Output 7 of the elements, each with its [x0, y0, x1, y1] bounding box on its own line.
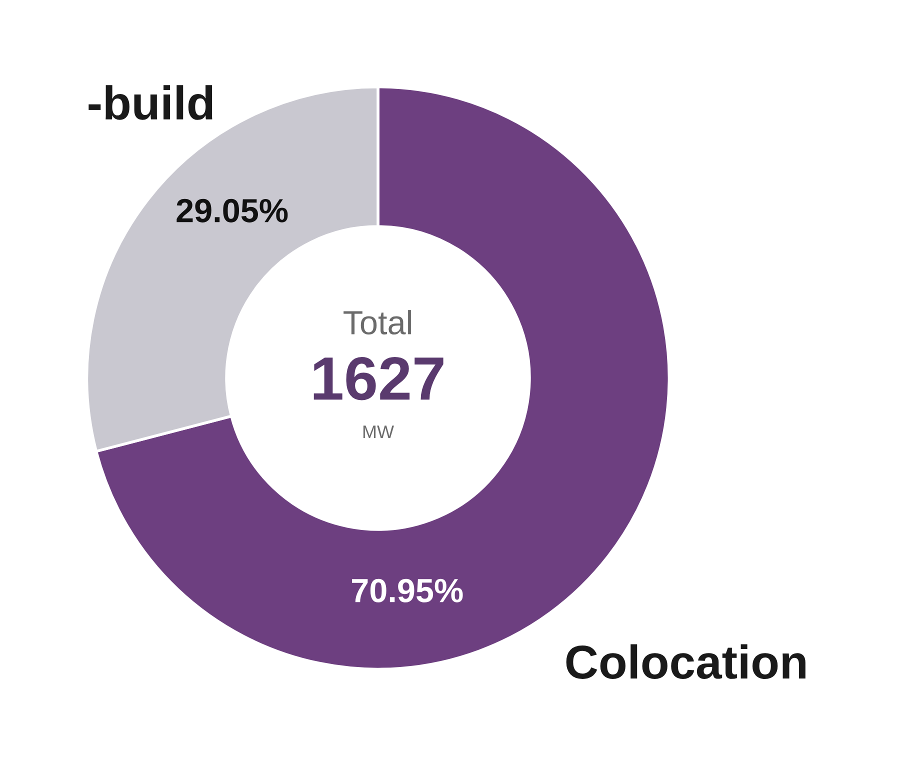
text: Total	[344, 310, 411, 335]
data-label: 29.05%	[176, 198, 288, 222]
data-label: 70.95%	[352, 578, 463, 602]
slice-label: -build	[88, 85, 212, 120]
slice-label: Colocation	[566, 644, 806, 679]
text: 1627	[314, 356, 444, 400]
text: MW	[363, 426, 394, 438]
